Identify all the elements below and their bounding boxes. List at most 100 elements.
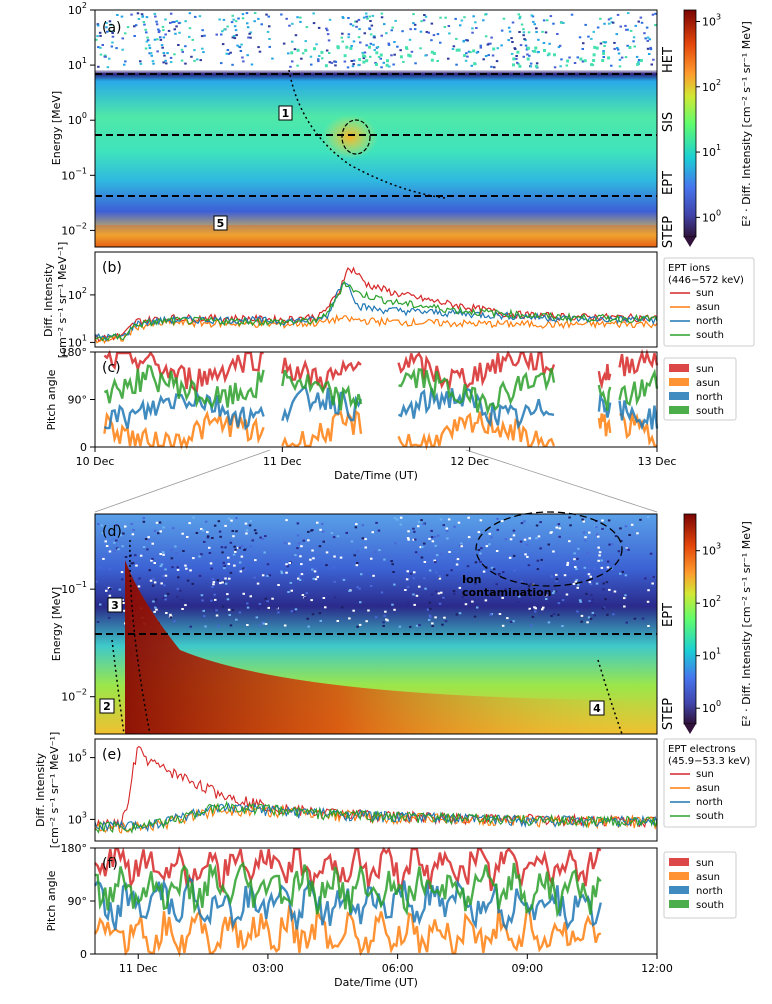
- a-cbtick-1: 101: [702, 143, 721, 159]
- het-noise-pixel: [349, 23, 353, 26]
- d-noise-pixel: [555, 580, 558, 583]
- d-noise-pixel: [195, 532, 199, 534]
- d-noise-pixel: [246, 624, 249, 626]
- het-noise-pixel: [169, 56, 173, 59]
- het-noise-pixel: [178, 31, 181, 34]
- d-noise-pixel: [382, 621, 385, 624]
- d-noise-pixel: [348, 617, 351, 620]
- het-noise-pixel: [460, 19, 464, 22]
- het-noise-pixel: [142, 21, 146, 23]
- legend-f-items: sun asun north south: [669, 858, 724, 911]
- d-noise-pixel: [185, 567, 188, 570]
- d-noise-pixel: [636, 532, 639, 535]
- het-noise-pixel: [111, 41, 114, 44]
- het-noise-pixel: [180, 59, 184, 62]
- het-noise-pixel: [310, 63, 313, 66]
- het-noise-pixel: [508, 30, 512, 33]
- d-noise-pixel: [223, 567, 226, 570]
- d-noise-pixel: [429, 607, 432, 610]
- d-noise-pixel: [406, 586, 410, 589]
- het-noise-pixel: [533, 23, 536, 26]
- d-noise-pixel: [540, 558, 543, 561]
- d-noise-pixel: [479, 552, 482, 555]
- het-noise-pixel: [313, 47, 316, 51]
- het-noise-pixel: [654, 24, 657, 27]
- d-noise-pixel: [181, 532, 184, 535]
- svg-text:1: 1: [282, 107, 290, 120]
- het-noise-pixel: [146, 36, 149, 39]
- het-noise-pixel: [156, 50, 159, 53]
- d-noise-pixel: [153, 610, 156, 613]
- het-noise-pixel: [245, 12, 249, 15]
- colorbar-d-extend: [684, 724, 696, 734]
- d-cbtick-2: 102: [702, 594, 721, 610]
- d-noise-pixel: [447, 518, 451, 521]
- het-noise-pixel: [171, 21, 174, 24]
- d-noise-pixel: [105, 545, 109, 547]
- het-noise-pixel: [221, 43, 225, 46]
- het-noise-pixel: [369, 20, 372, 22]
- het-noise-pixel: [268, 45, 271, 48]
- d-noise-pixel: [589, 575, 592, 578]
- d-noise-pixel: [266, 563, 270, 566]
- het-noise-pixel: [601, 59, 605, 62]
- het-noise-pixel: [375, 63, 378, 66]
- het-noise-pixel: [516, 50, 520, 54]
- d-noise-pixel: [322, 597, 326, 599]
- het-noise-pixel: [365, 15, 368, 18]
- d-noise-pixel: [412, 577, 416, 580]
- het-noise-pixel: [535, 27, 538, 30]
- d-noise-pixel: [488, 543, 491, 546]
- f-legend-items-label-asun: asun: [696, 872, 720, 883]
- c-legend-items-label-south: south: [696, 406, 724, 417]
- d-noise-pixel: [210, 567, 213, 570]
- d-noise-pixel: [608, 588, 611, 591]
- c-series-asun: [397, 411, 556, 451]
- d-noise-pixel: [221, 581, 224, 584]
- svg-text:4: 4: [593, 702, 601, 715]
- d-noise-pixel: [235, 530, 238, 533]
- het-noise-pixel: [542, 19, 546, 22]
- c-series-sun: [397, 350, 556, 391]
- d-noise-pixel: [376, 604, 379, 606]
- d-noise-pixel: [333, 596, 337, 599]
- het-noise-pixel: [639, 59, 643, 62]
- d-noise-pixel: [625, 621, 628, 624]
- het-noise-pixel: [238, 46, 242, 49]
- d-noise-pixel: [361, 537, 365, 540]
- het-noise-pixel: [347, 33, 351, 36]
- d-noise-pixel: [492, 568, 496, 571]
- e-series-south: [95, 800, 658, 834]
- het-noise-pixel: [646, 39, 649, 42]
- het-noise-pixel: [357, 18, 361, 21]
- d-noise-pixel: [423, 561, 427, 563]
- d-noise-pixel: [200, 528, 203, 530]
- panel-c-xlabel: Date/Time (UT): [334, 469, 418, 482]
- d-noise-pixel: [413, 603, 416, 606]
- svg-text:3: 3: [111, 599, 119, 612]
- d-noise-pixel: [624, 574, 628, 577]
- d-noise-pixel: [528, 537, 531, 540]
- d-noise-pixel: [169, 613, 172, 616]
- het-noise-pixel: [471, 31, 474, 34]
- b-ytick-1: 102: [68, 286, 87, 302]
- d-noise-pixel: [211, 537, 214, 539]
- het-noise-pixel: [633, 45, 636, 48]
- d-noise-pixel: [314, 578, 318, 581]
- d-noise-pixel: [322, 540, 325, 543]
- d-noise-pixel: [508, 556, 512, 559]
- het-noise-pixel: [177, 22, 181, 25]
- d-noise-pixel: [523, 520, 526, 523]
- d-noise-pixel: [280, 572, 284, 575]
- het-noise-pixel: [385, 32, 388, 35]
- d-noise-pixel: [593, 567, 596, 570]
- het-noise-pixel: [230, 21, 234, 24]
- het-noise-pixel: [173, 28, 176, 31]
- d-noise-pixel: [536, 559, 540, 562]
- het-noise-pixel: [581, 48, 584, 50]
- d-noise-pixel: [577, 583, 580, 586]
- d-noise-pixel: [579, 600, 582, 603]
- d-noise-pixel: [300, 573, 304, 576]
- d-noise-pixel: [485, 545, 489, 548]
- d-noise-pixel: [122, 602, 125, 604]
